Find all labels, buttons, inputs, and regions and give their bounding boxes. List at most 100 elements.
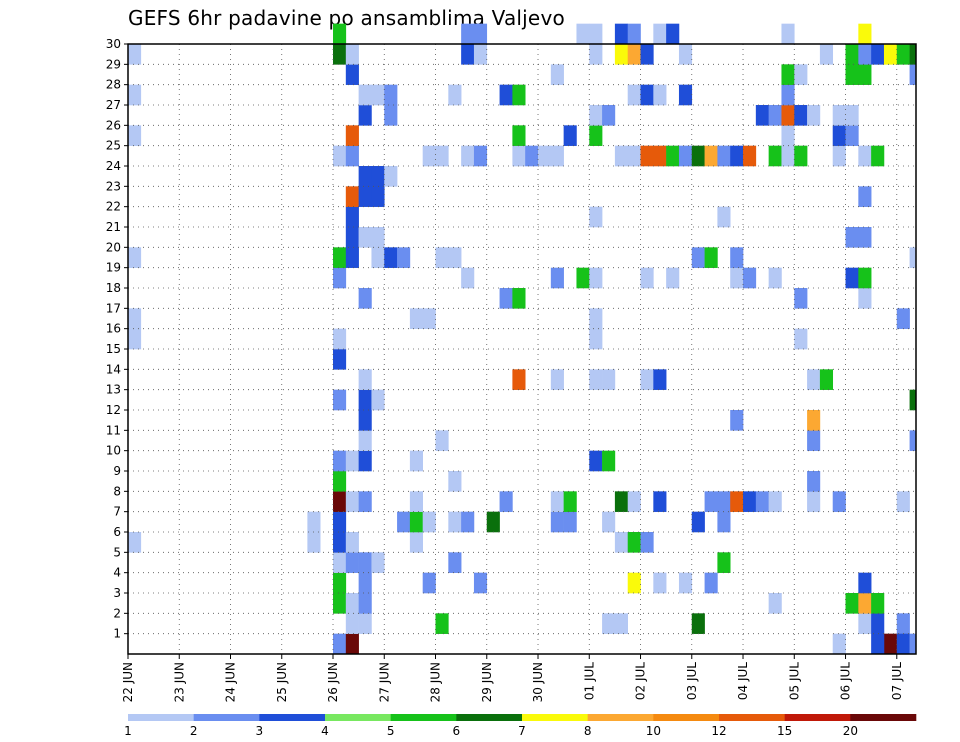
heatmap-cell xyxy=(345,552,359,573)
heatmap-cell xyxy=(409,308,423,329)
heatmap-cell xyxy=(858,64,872,85)
heatmap-cell xyxy=(333,247,347,268)
heatmap-cell xyxy=(807,105,821,126)
heatmap-cell xyxy=(512,145,526,167)
heatmap-cell xyxy=(704,247,718,268)
y-tick-label: 1 xyxy=(113,627,121,641)
heatmap-cell xyxy=(473,44,488,65)
heatmap-cell xyxy=(550,491,564,512)
x-tick-label: 04 JUL xyxy=(736,662,750,700)
heatmap-cell xyxy=(794,145,808,167)
heatmap-cell xyxy=(435,430,449,451)
heatmap-cell xyxy=(473,145,488,167)
heatmap-cell xyxy=(691,145,705,167)
heatmap-cell xyxy=(333,328,347,350)
x-tick-label: 28 JUN xyxy=(429,662,443,702)
heatmap-cell xyxy=(768,267,782,289)
x-tick-label: 02 JUL xyxy=(634,662,648,700)
colorbar-label: 20 xyxy=(843,724,858,738)
heatmap-cell xyxy=(371,247,385,268)
heatmap-cell xyxy=(807,410,821,431)
heatmap-cell xyxy=(704,145,718,167)
heatmap-cell xyxy=(589,125,603,146)
y-tick-label: 30 xyxy=(106,37,121,51)
heatmap-cell xyxy=(563,511,577,533)
x-tick-label: 25 JUN xyxy=(275,662,289,702)
heatmap-cell xyxy=(435,145,449,167)
heatmap-cell xyxy=(345,206,359,228)
heatmap-cell xyxy=(499,84,513,106)
heatmap-cell xyxy=(717,206,731,228)
heatmap-cell xyxy=(333,491,347,512)
heatmap-cell xyxy=(896,491,910,512)
heatmap-cell xyxy=(461,267,475,289)
heatmap-cell xyxy=(435,247,449,268)
heatmap-cell xyxy=(614,532,628,553)
heatmap-cell xyxy=(602,511,616,533)
heatmap-cell xyxy=(589,369,603,390)
heatmap-cell xyxy=(563,125,577,146)
heatmap-cell xyxy=(333,349,347,370)
heatmap-cell xyxy=(704,572,718,594)
heatmap-cell xyxy=(345,44,359,65)
y-tick-label: 19 xyxy=(106,261,121,275)
colorbar-legend: 1 2 3 4 5 6 7 8 10 12 15 20 xyxy=(124,714,917,738)
heatmap-cell xyxy=(845,44,859,65)
heatmap-cell xyxy=(358,450,372,472)
heatmap-cell xyxy=(845,105,859,126)
y-tick-label: 26 xyxy=(106,118,121,132)
heatmap-cell xyxy=(755,491,769,512)
y-tick-label: 18 xyxy=(106,281,121,295)
heatmap-cell xyxy=(896,633,910,655)
heatmap-cell xyxy=(871,633,885,655)
heatmap-cell xyxy=(602,369,616,390)
heatmap-cell xyxy=(422,572,436,594)
heatmap-cell xyxy=(128,84,142,106)
heatmap-cell xyxy=(371,166,385,187)
heatmap-cell xyxy=(358,430,372,451)
heatmap-cell xyxy=(473,572,488,594)
heatmap-cell xyxy=(871,593,885,614)
heatmap-cell xyxy=(845,267,859,289)
heatmap-cell xyxy=(858,572,872,594)
heatmap-cell xyxy=(397,247,411,268)
heatmap-cell xyxy=(781,145,795,167)
heatmap-cell xyxy=(345,491,359,512)
colorbar-label: 7 xyxy=(518,724,526,738)
heatmap-cell xyxy=(461,145,475,167)
heatmap-cell xyxy=(384,105,398,126)
heatmap-cell xyxy=(499,288,513,309)
heatmap-cell xyxy=(358,613,372,634)
heatmap-cell xyxy=(845,125,859,146)
heatmap-cell xyxy=(345,247,359,268)
colorbar-swatch xyxy=(325,714,391,721)
heatmap-cell xyxy=(730,267,744,289)
heatmap-cell xyxy=(345,633,359,655)
colorbar-swatch xyxy=(653,714,720,721)
heatmap-cell xyxy=(794,328,808,350)
heatmap-cell xyxy=(422,308,436,329)
heatmap-cell xyxy=(409,511,423,533)
heatmap-cell xyxy=(627,572,641,594)
heatmap-cell xyxy=(589,105,603,126)
heatmap-cell xyxy=(358,491,372,512)
heatmap-cell xyxy=(589,23,603,45)
heatmap-cell xyxy=(794,105,808,126)
y-tick-label: 24 xyxy=(106,159,121,173)
heatmap-cell xyxy=(653,369,667,390)
heatmap-cell xyxy=(589,328,603,350)
y-tick-label: 5 xyxy=(113,545,121,559)
colorbar-swatch xyxy=(456,714,523,721)
heatmap-cell xyxy=(384,84,398,106)
heatmap-cell xyxy=(345,64,359,85)
heatmap-cell xyxy=(627,491,641,512)
heatmap-cell xyxy=(858,23,872,45)
heatmap-cell xyxy=(409,450,423,472)
heatmap-cell xyxy=(397,511,411,533)
heatmap-cell xyxy=(563,491,577,512)
heatmap-cell xyxy=(576,267,590,289)
heatmap-cell xyxy=(640,267,654,289)
heatmap-cell xyxy=(448,552,462,573)
heatmap-cell xyxy=(871,44,885,65)
heatmap-cell xyxy=(358,186,372,207)
